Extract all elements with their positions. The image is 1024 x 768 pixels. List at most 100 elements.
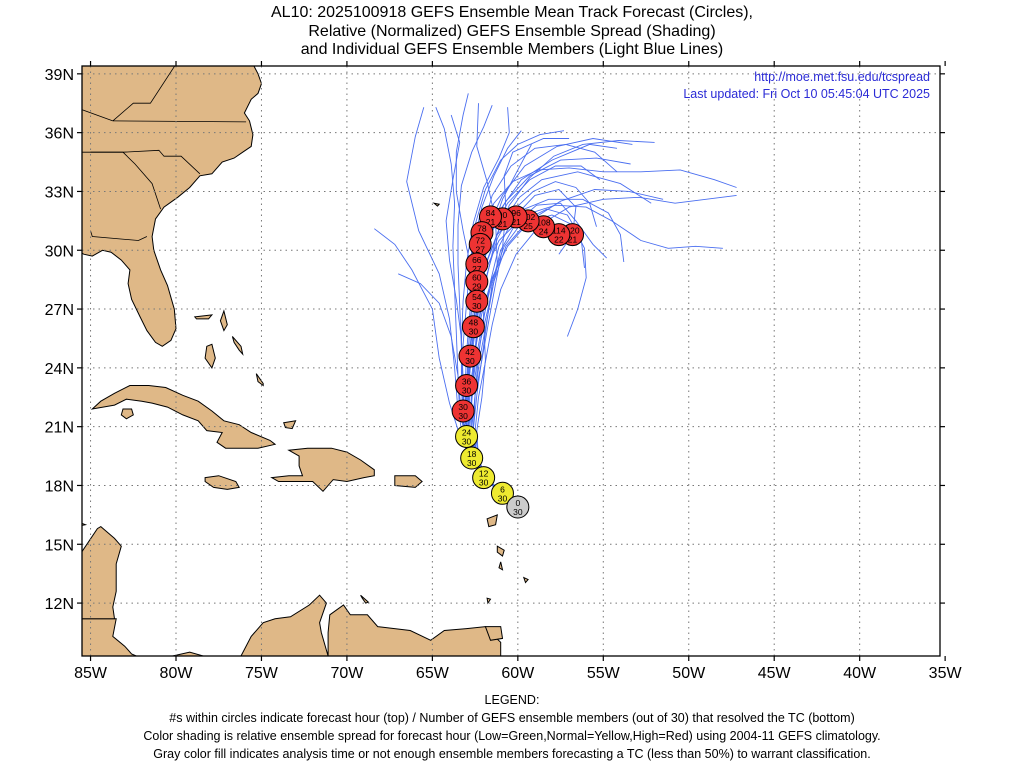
forecast-circle: 630 bbox=[490, 481, 514, 505]
forecast-circle-fill bbox=[460, 446, 484, 470]
puerto-rico-island bbox=[394, 475, 423, 488]
lon-tick-label: 35W bbox=[929, 665, 963, 682]
forecast-hour-label: 84 bbox=[486, 208, 496, 218]
forecast-circle-fill bbox=[465, 289, 489, 313]
forecast-hour-label: 72 bbox=[476, 235, 486, 245]
grand-bahama-island bbox=[193, 314, 214, 320]
trinidad-island bbox=[484, 626, 504, 641]
forecast-hour-label: 12 bbox=[479, 469, 489, 479]
forecast-circle-fill bbox=[455, 374, 479, 398]
map-title-line-3: and Individual GEFS Ensemble Members (Li… bbox=[300, 41, 724, 58]
abaco-island bbox=[219, 309, 228, 332]
eleuthera-island bbox=[231, 336, 244, 356]
lat-tick-label: 21N bbox=[45, 420, 74, 437]
forecast-hour-label: 6 bbox=[500, 484, 505, 494]
legend-line-1: #s within circles indicate forecast hour… bbox=[169, 711, 855, 725]
forecast-hour-label: 114 bbox=[552, 226, 566, 236]
forecast-hour-label: 36 bbox=[462, 377, 472, 387]
bermuda-island bbox=[432, 202, 441, 207]
forecast-hour-label: 120 bbox=[565, 226, 579, 236]
member-count-label: 21 bbox=[568, 235, 578, 245]
last-updated-text: Last updated: Fri Oct 10 05:45:04 UTC 20… bbox=[683, 87, 930, 101]
member-count-label: 27 bbox=[472, 264, 482, 274]
lon-tick-label: 75W bbox=[245, 665, 279, 682]
lat-tick-label: 30N bbox=[45, 243, 74, 260]
lat-tick-label: 24N bbox=[45, 361, 74, 378]
forecast-circle-fill bbox=[455, 424, 479, 448]
forecast-circle-fill bbox=[472, 466, 496, 490]
forecast-hour-label: 0 bbox=[515, 498, 520, 508]
north-america-landmass bbox=[82, 66, 263, 347]
grenada-island bbox=[486, 597, 492, 605]
forecast-hour-label: 108 bbox=[536, 218, 550, 228]
forecast-circle-fill bbox=[461, 315, 485, 339]
map-axes: 85W 80W 75W 70W 65W 60W 55W 50W 45W 40W 35W 39N 36N 3… bbox=[45, 61, 963, 682]
member-count-label: 30 bbox=[462, 436, 472, 446]
source-url-link[interactable]: http://moe.met.fsu.edu/tcspread bbox=[754, 70, 930, 84]
lat-tick-label: 39N bbox=[45, 67, 74, 84]
state-border-3 bbox=[90, 230, 148, 241]
lon-tick-label: 55W bbox=[587, 665, 621, 682]
honduras-coast bbox=[82, 522, 88, 526]
forecast-hour-label: 54 bbox=[472, 292, 482, 302]
land-masses bbox=[82, 66, 529, 656]
member-count-label: 30 bbox=[472, 301, 482, 311]
member-count-label: 30 bbox=[498, 493, 508, 503]
lon-tick-label: 85W bbox=[74, 665, 108, 682]
andros-island bbox=[204, 343, 216, 369]
lon-tick-label: 40W bbox=[843, 665, 877, 682]
forecast-hour-label: 102 bbox=[521, 212, 535, 222]
member-count-label: 22 bbox=[554, 235, 564, 245]
south-america-landmass bbox=[82, 594, 502, 656]
barbados-island bbox=[522, 576, 529, 584]
forecast-hour-label: 48 bbox=[469, 318, 479, 328]
ocean-background bbox=[82, 66, 940, 656]
forecast-circle-fill bbox=[451, 399, 475, 423]
state-border-6 bbox=[112, 66, 176, 122]
forecast-circle-fill bbox=[506, 495, 530, 519]
member-count-label: 21 bbox=[498, 219, 508, 229]
member-count-label: 24 bbox=[539, 227, 549, 237]
curacao-island bbox=[360, 594, 370, 604]
lon-tick-label: 65W bbox=[416, 665, 450, 682]
hispaniola-island bbox=[270, 447, 375, 493]
map-title-line-1: AL10: 2025100918 GEFS Ensemble Mean Trac… bbox=[271, 4, 753, 21]
guadeloupe-island bbox=[486, 514, 498, 528]
member-count-label: 27 bbox=[476, 244, 486, 254]
cuba-island bbox=[90, 385, 277, 449]
legend-line-2: Color shading is relative ensemble sprea… bbox=[143, 729, 881, 743]
forecast-hour-label: 42 bbox=[465, 347, 475, 357]
member-count-label: 25 bbox=[523, 221, 533, 231]
forecast-circle-fill bbox=[490, 481, 514, 505]
member-count-label: 29 bbox=[472, 282, 482, 292]
lon-tick-label: 50W bbox=[672, 665, 706, 682]
forecast-circle: 030 bbox=[506, 495, 530, 519]
forecast-circle-fill bbox=[458, 344, 482, 368]
legend-line-3: Gray color fill indicates analysis time … bbox=[153, 747, 871, 761]
forecast-hour-label: 30 bbox=[458, 402, 468, 412]
lon-tick-label: 70W bbox=[330, 665, 364, 682]
state-border-5 bbox=[82, 109, 113, 122]
member-count-label: 30 bbox=[465, 356, 475, 366]
martinique-island bbox=[496, 545, 505, 557]
lon-tick-label: 60W bbox=[501, 665, 535, 682]
member-count-label: 21 bbox=[511, 217, 521, 227]
long-island-bahamas bbox=[255, 373, 264, 387]
lat-tick-label: 12N bbox=[45, 596, 74, 613]
member-count-label: 21 bbox=[486, 217, 496, 227]
map-title-line-2: Relative (Normalized) GEFS Ensemble Spre… bbox=[308, 23, 716, 40]
lat-tick-label: 15N bbox=[45, 537, 74, 554]
forecast-hour-label: 18 bbox=[467, 449, 477, 459]
forecast-hour-label: 24 bbox=[462, 427, 472, 437]
member-count-label: 30 bbox=[469, 327, 479, 337]
forecast-hour-label: 96 bbox=[511, 208, 521, 218]
